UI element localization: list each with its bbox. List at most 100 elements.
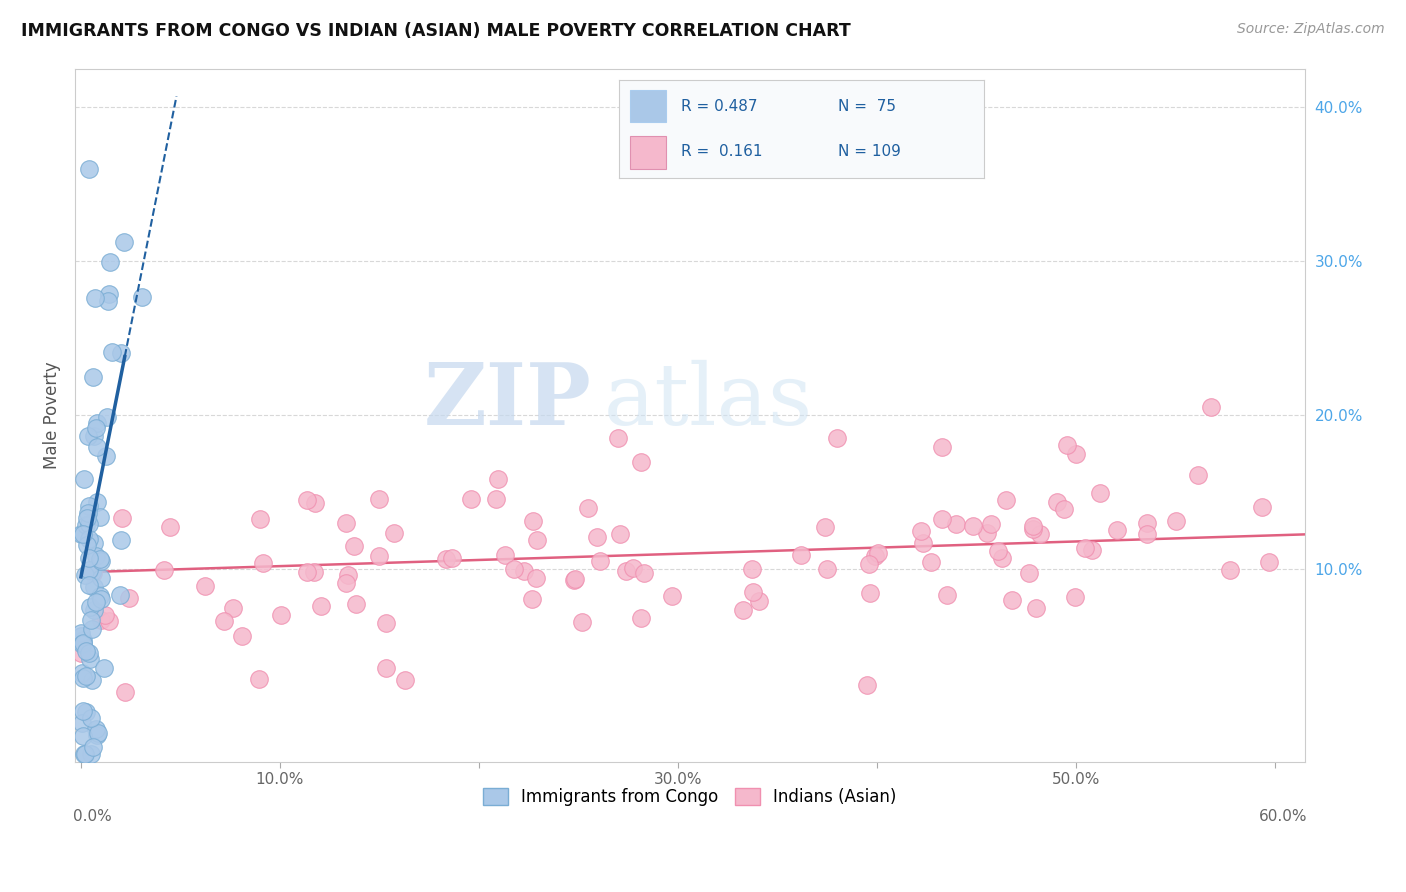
- Point: [80, 673, 103, 688]
- Point: [814, 520, 837, 534]
- Point: [84, 421, 107, 435]
- Text: Source: ZipAtlas.com: Source: ZipAtlas.com: [1237, 22, 1385, 37]
- Point: [222, 601, 245, 615]
- Point: [131, 290, 153, 304]
- Point: [1046, 495, 1069, 509]
- Point: [562, 573, 585, 587]
- Point: [110, 345, 132, 359]
- Point: [825, 431, 848, 445]
- Point: [945, 517, 967, 532]
- Point: [526, 533, 548, 547]
- Point: [513, 564, 536, 578]
- Text: R =  0.161: R = 0.161: [681, 145, 762, 160]
- Point: [931, 512, 953, 526]
- Point: [84, 549, 107, 564]
- Point: [495, 548, 517, 562]
- Point: [77, 506, 100, 520]
- Point: [1064, 591, 1087, 605]
- Point: [79, 651, 101, 665]
- Point: [868, 546, 890, 560]
- Point: [633, 566, 655, 580]
- Point: [1053, 502, 1076, 516]
- Point: [1018, 566, 1040, 580]
- Point: [70, 646, 93, 660]
- Point: [994, 493, 1017, 508]
- Point: [72, 633, 94, 648]
- Point: [1219, 563, 1241, 577]
- Point: [83, 603, 105, 617]
- Point: [434, 552, 457, 566]
- Point: [987, 543, 1010, 558]
- Point: [153, 563, 176, 577]
- Bar: [630, 136, 666, 169]
- Point: [1107, 523, 1129, 537]
- Point: [97, 286, 120, 301]
- Point: [70, 665, 93, 680]
- Point: [73, 747, 96, 761]
- Point: [342, 539, 364, 553]
- Point: [108, 588, 131, 602]
- Point: [1022, 523, 1045, 537]
- Point: [75, 669, 97, 683]
- Point: [93, 661, 115, 675]
- Point: [70, 637, 93, 651]
- Point: [90, 571, 112, 585]
- Text: ZIP: ZIP: [423, 359, 592, 443]
- Point: [863, 549, 886, 564]
- Point: [72, 637, 94, 651]
- Point: [76, 510, 98, 524]
- Point: [733, 603, 755, 617]
- Point: [77, 533, 100, 547]
- Point: [1056, 438, 1078, 452]
- Point: [111, 511, 134, 525]
- Point: [247, 672, 270, 686]
- Point: [118, 591, 141, 605]
- Text: N = 109: N = 109: [838, 145, 901, 160]
- Point: [621, 560, 644, 574]
- Point: [1199, 401, 1222, 415]
- Point: [77, 499, 100, 513]
- Point: [630, 611, 652, 625]
- Point: [1088, 486, 1111, 500]
- Text: IMMIGRANTS FROM CONGO VS INDIAN (ASIAN) MALE POVERTY CORRELATION CHART: IMMIGRANTS FROM CONGO VS INDIAN (ASIAN) …: [21, 22, 851, 40]
- Point: [79, 600, 101, 615]
- Point: [94, 450, 117, 464]
- Point: [748, 594, 770, 608]
- Point: [252, 556, 274, 570]
- Point: [790, 548, 813, 562]
- Point: [609, 527, 631, 541]
- Point: [97, 293, 120, 308]
- Point: [77, 516, 100, 531]
- Point: [503, 562, 526, 576]
- Point: [84, 595, 107, 609]
- Point: [460, 491, 482, 506]
- Point: [72, 636, 94, 650]
- Point: [86, 495, 108, 509]
- Point: [976, 526, 998, 541]
- Point: [302, 565, 325, 579]
- Point: [962, 519, 984, 533]
- Point: [374, 615, 396, 630]
- Point: [991, 550, 1014, 565]
- Point: [77, 563, 100, 577]
- Point: [368, 491, 391, 506]
- Point: [394, 673, 416, 688]
- Point: [931, 440, 953, 454]
- Point: [231, 629, 253, 643]
- Point: [910, 524, 932, 538]
- Point: [89, 509, 111, 524]
- Point: [73, 472, 96, 486]
- Point: [1025, 600, 1047, 615]
- Point: [82, 622, 104, 636]
- Point: [72, 704, 94, 718]
- Point: [86, 728, 108, 742]
- Point: [83, 429, 105, 443]
- Point: [80, 711, 103, 725]
- Point: [858, 557, 880, 571]
- Point: [1029, 526, 1052, 541]
- Point: [114, 684, 136, 698]
- Point: [741, 562, 763, 576]
- Point: [304, 496, 326, 510]
- Point: [70, 629, 93, 643]
- Point: [1258, 555, 1281, 569]
